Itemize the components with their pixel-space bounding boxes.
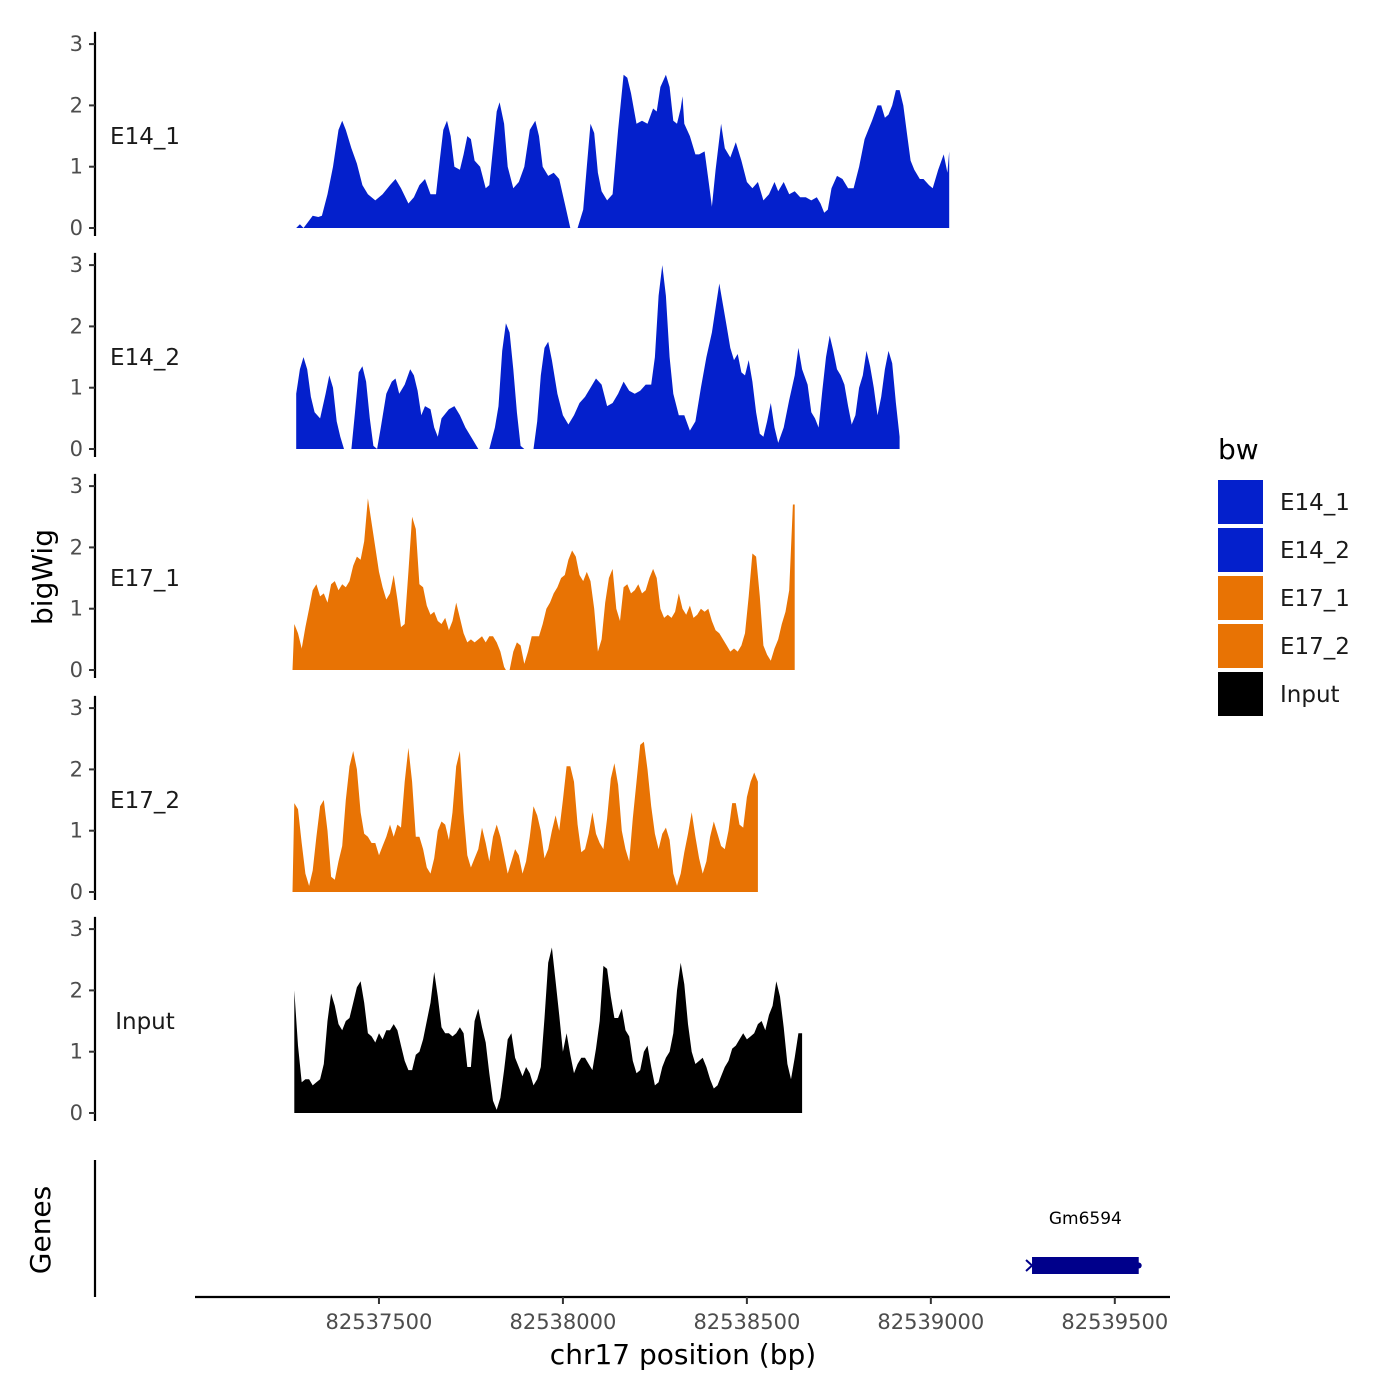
track-E14_2: 0 1 2 3 E14_2 bbox=[70, 252, 900, 461]
legend-swatch bbox=[1218, 624, 1263, 668]
y-tick-label: 2 bbox=[70, 757, 83, 781]
gene-Gm6594: Gm6594 bbox=[1025, 1209, 1142, 1274]
legend-label: E14_1 bbox=[1280, 490, 1350, 516]
signal-area-E14_1 bbox=[296, 74, 950, 228]
legend-item-E17_1: E17_1 bbox=[1218, 576, 1350, 620]
y-tick-label: 0 bbox=[70, 658, 83, 682]
y-tick-label: 2 bbox=[70, 314, 83, 338]
y-tick-label: 1 bbox=[70, 376, 83, 400]
y-tick-label: 1 bbox=[70, 1040, 83, 1064]
y-axis-title: bigWig bbox=[26, 529, 59, 625]
track-label: Input bbox=[115, 1009, 175, 1035]
y-tick-label: 3 bbox=[70, 696, 83, 720]
y-tick-label: 2 bbox=[70, 535, 83, 559]
x-axis-title: chr17 position (bp) bbox=[550, 1338, 816, 1371]
legend-label: E17_1 bbox=[1280, 586, 1350, 612]
legend-swatch bbox=[1218, 576, 1263, 620]
y-tick-label: 2 bbox=[70, 93, 83, 117]
track-Input: 0 1 2 3 Input bbox=[70, 916, 803, 1125]
y-tick-label: 1 bbox=[70, 819, 83, 843]
y-tick-label: 3 bbox=[70, 32, 83, 56]
legend-swatch bbox=[1218, 528, 1263, 572]
legend-item-E17_2: E17_2 bbox=[1218, 624, 1350, 668]
x-tick-label: 82539000 bbox=[877, 1310, 984, 1334]
track-E17_1: 0 1 2 3 E17_1 bbox=[70, 473, 795, 682]
gene-body bbox=[1032, 1257, 1139, 1274]
legend-swatch bbox=[1218, 480, 1263, 524]
genes-axis-title: Genes bbox=[24, 1186, 57, 1274]
signal-tracks: 0 1 2 3 E14_1 0 1 2 3 E14_2 0 1 2 3 E17_1 0 1 2 3 E17_2 0 1 2 3… bbox=[70, 31, 950, 1125]
signal-area-E17_2 bbox=[292, 741, 758, 892]
legend: bw E14_1 E14_2 E17_1 E17_2 Input bbox=[1218, 433, 1350, 716]
legend-swatch bbox=[1218, 672, 1263, 716]
track-label: E17_2 bbox=[110, 788, 180, 814]
track-E14_1: 0 1 2 3 E14_1 bbox=[70, 31, 950, 240]
track-E17_2: 0 1 2 3 E17_2 bbox=[70, 695, 758, 904]
legend-items: E14_1 E14_2 E17_1 E17_2 Input bbox=[1218, 480, 1350, 716]
track-label: E14_2 bbox=[110, 345, 180, 371]
genes-panel: Gm6594 Genes bbox=[24, 1160, 1142, 1297]
y-tick-label: 1 bbox=[70, 155, 83, 179]
y-tick-label: 0 bbox=[70, 216, 83, 240]
legend-title: bw bbox=[1218, 433, 1259, 466]
x-tick-label: 82539500 bbox=[1061, 1310, 1168, 1334]
legend-label: E17_2 bbox=[1280, 634, 1350, 660]
y-tick-label: 0 bbox=[70, 880, 83, 904]
y-tick-label: 2 bbox=[70, 978, 83, 1002]
gene-end-cap bbox=[1135, 1262, 1142, 1269]
track-label: E14_1 bbox=[110, 124, 180, 150]
signal-area-E14_2 bbox=[296, 265, 900, 449]
x-axis: 82537500 82538000 82538500 82539000 82539500… bbox=[195, 1295, 1170, 1371]
gene-label: Gm6594 bbox=[1049, 1209, 1122, 1229]
signal-area-Input bbox=[294, 947, 803, 1113]
legend-item-E14_2: E14_2 bbox=[1218, 528, 1350, 572]
x-axis-ticks: 82537500 82538000 82538500 82539000 82539500 bbox=[326, 1297, 1168, 1334]
strand-arrow-icon bbox=[1025, 1259, 1034, 1272]
legend-label: Input bbox=[1280, 682, 1340, 708]
x-tick-label: 82537500 bbox=[326, 1310, 433, 1334]
signal-area-E17_1 bbox=[292, 498, 795, 670]
y-tick-label: 0 bbox=[70, 1101, 83, 1125]
y-tick-label: 3 bbox=[70, 474, 83, 498]
gene-models: Gm6594 bbox=[1025, 1209, 1142, 1274]
legend-item-Input: Input bbox=[1218, 672, 1340, 716]
y-tick-label: 0 bbox=[70, 437, 83, 461]
y-tick-label: 3 bbox=[70, 917, 83, 941]
track-label: E17_1 bbox=[110, 566, 180, 592]
y-tick-label: 3 bbox=[70, 253, 83, 277]
legend-label: E14_2 bbox=[1280, 538, 1350, 564]
x-tick-label: 82538500 bbox=[693, 1310, 800, 1334]
y-tick-label: 1 bbox=[70, 597, 83, 621]
x-tick-label: 82538000 bbox=[509, 1310, 616, 1334]
legend-item-E14_1: E14_1 bbox=[1218, 480, 1350, 524]
